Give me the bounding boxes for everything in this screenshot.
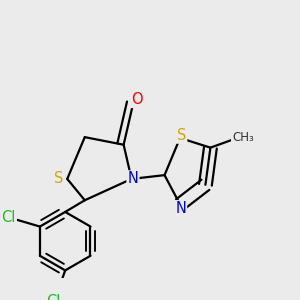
Text: Cl: Cl xyxy=(2,210,16,225)
Text: N: N xyxy=(175,201,186,216)
Text: S: S xyxy=(177,128,186,142)
Text: S: S xyxy=(54,171,63,186)
Text: O: O xyxy=(131,92,142,107)
Text: Cl: Cl xyxy=(46,294,61,300)
Text: N: N xyxy=(128,171,138,186)
Text: CH₃: CH₃ xyxy=(232,131,254,144)
